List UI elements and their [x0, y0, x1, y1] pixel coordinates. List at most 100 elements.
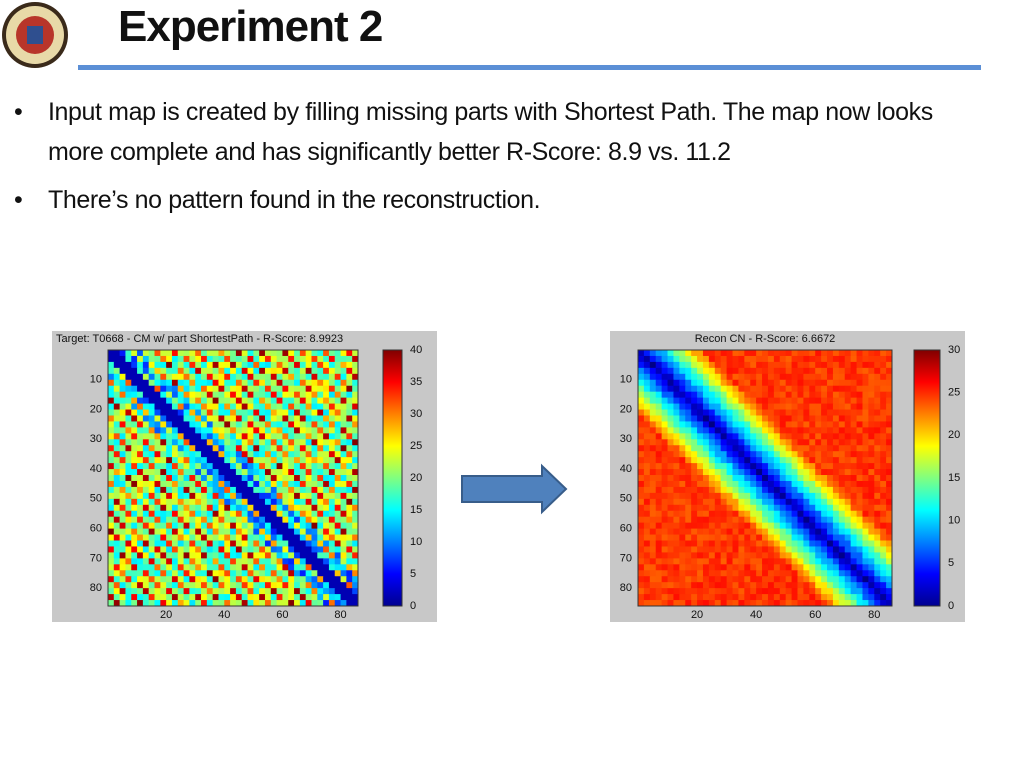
- heatmap-cell: [880, 451, 887, 458]
- heatmap-cell: [113, 385, 121, 393]
- heatmap-cell: [270, 373, 278, 381]
- heatmap-cell: [189, 576, 196, 583]
- heatmap-cell: [862, 445, 869, 452]
- heatmap-cell: [160, 498, 167, 506]
- heatmap-cell: [779, 445, 787, 452]
- heatmap-cell: [294, 463, 301, 470]
- heatmap-cell: [744, 552, 751, 559]
- heatmap-cell: [317, 534, 324, 542]
- heatmap-cell: [732, 469, 739, 476]
- heatmap-cell: [305, 486, 312, 494]
- heatmap-cell: [691, 463, 698, 470]
- heatmap-cell: [183, 385, 190, 393]
- heatmap-cell: [317, 415, 324, 422]
- heatmap-cell: [720, 522, 728, 530]
- heatmap-cell: [189, 510, 196, 518]
- heatmap-cell: [850, 486, 858, 494]
- heatmap-cell: [797, 540, 804, 547]
- heatmap-cell: [856, 397, 863, 405]
- heatmap-cell: [247, 498, 254, 506]
- heatmap-cell: [288, 367, 295, 375]
- heatmap-cell: [832, 600, 840, 607]
- heatmap-cell: [154, 373, 161, 381]
- heatmap-cell: [235, 516, 243, 524]
- heatmap-cell: [160, 564, 167, 571]
- heatmap-cell: [886, 588, 893, 595]
- heatmap-cell: [131, 576, 138, 583]
- heatmap-cell: [323, 427, 330, 434]
- heatmap-cell: [691, 427, 698, 434]
- heatmap-cell: [708, 594, 716, 601]
- heatmap-cell: [738, 379, 745, 387]
- heatmap-cell: [142, 355, 150, 363]
- heatmap-cell: [328, 558, 336, 565]
- heatmap-cell: [791, 546, 798, 553]
- heatmap-cell: [838, 475, 846, 482]
- heatmap-cell: [218, 433, 225, 440]
- heatmap-cell: [714, 457, 722, 464]
- heatmap-cell: [844, 480, 852, 488]
- heatmap-cell: [832, 558, 840, 565]
- heatmap-cell: [125, 582, 132, 589]
- heatmap-cell: [697, 582, 704, 589]
- heatmap-cell: [323, 540, 330, 547]
- heatmap-cell: [874, 409, 881, 416]
- heatmap-cell: [791, 510, 798, 518]
- heatmap-cell: [874, 445, 881, 452]
- heatmap-cell: [305, 546, 312, 553]
- heatmap-cell: [171, 534, 179, 542]
- heatmap-cell: [744, 564, 751, 571]
- heatmap-cell: [311, 350, 318, 357]
- heatmap-cell: [206, 522, 214, 530]
- heatmap-cell: [744, 433, 751, 440]
- heatmap-cell: [323, 469, 330, 476]
- heatmap-cell: [154, 588, 161, 595]
- heatmap-cell: [235, 588, 243, 595]
- heatmap-cell: [815, 582, 822, 589]
- heatmap-cell: [697, 600, 704, 607]
- heatmap-cell: [270, 480, 278, 488]
- heatmap-cell: [235, 576, 243, 583]
- heatmap-cell: [299, 397, 307, 405]
- heatmap-cell: [797, 409, 804, 416]
- heatmap-cell: [756, 546, 763, 553]
- heatmap-cell: [189, 480, 196, 488]
- heatmap-cell: [785, 463, 793, 470]
- heatmap-cell: [299, 445, 307, 452]
- heatmap-cell: [108, 516, 115, 524]
- heatmap-cell: [270, 379, 278, 387]
- heatmap-cell: [230, 433, 237, 440]
- heatmap-cell: [241, 433, 249, 440]
- heatmap-cell: [649, 546, 657, 553]
- heatmap-cell: [125, 373, 132, 381]
- heatmap-cell: [886, 492, 893, 500]
- heatmap-cell: [346, 594, 353, 601]
- heatmap-cell: [767, 516, 775, 524]
- heatmap-cell: [791, 588, 798, 595]
- heatmap-cell: [638, 475, 645, 482]
- heatmap-cell: [809, 361, 816, 369]
- heatmap-cell: [773, 475, 781, 482]
- heatmap-cell: [253, 439, 260, 446]
- heatmap-cell: [230, 451, 237, 458]
- heatmap-cell: [108, 379, 115, 387]
- heatmap-cell: [108, 439, 115, 446]
- heatmap-cell: [697, 516, 704, 524]
- heatmap-cell: [649, 486, 657, 494]
- heatmap-cell: [224, 469, 231, 476]
- heatmap-cell: [288, 457, 295, 464]
- heatmap-cell: [862, 463, 869, 470]
- heatmap-cell: [702, 463, 710, 470]
- heatmap-cell: [206, 415, 214, 422]
- heatmap-cell: [697, 421, 704, 428]
- heatmap-cell: [785, 415, 793, 422]
- heatmap-cell: [137, 510, 144, 518]
- heatmap-cell: [880, 361, 887, 369]
- heatmap-cell: [166, 522, 173, 530]
- heatmap-cell: [334, 445, 342, 452]
- heatmap-cell: [827, 552, 834, 559]
- heatmap-cell: [750, 355, 757, 363]
- heatmap-cell: [317, 433, 324, 440]
- heatmap-cell: [821, 522, 828, 530]
- heatmap-cell: [241, 361, 249, 369]
